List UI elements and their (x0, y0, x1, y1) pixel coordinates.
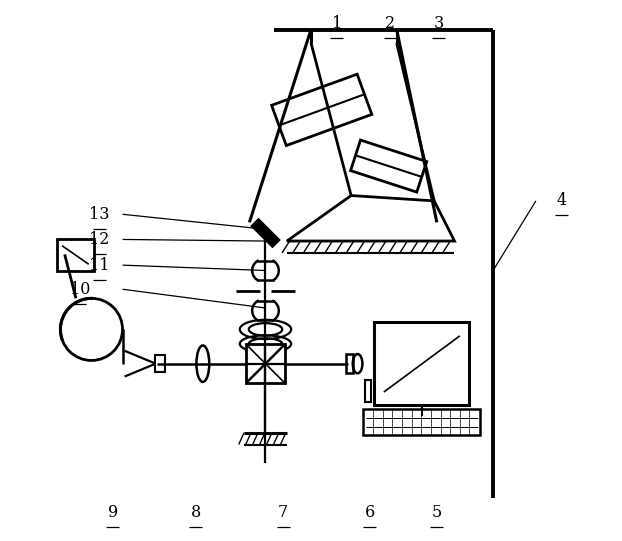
Text: 11: 11 (89, 256, 109, 274)
Text: 6: 6 (364, 504, 375, 521)
Text: 10: 10 (70, 281, 90, 298)
Text: 9: 9 (108, 504, 118, 521)
Bar (155, 355, 165, 372)
Text: 5: 5 (432, 504, 442, 521)
Text: 8: 8 (191, 504, 201, 521)
Bar (57, 240, 94, 270)
Bar (246, 345, 285, 383)
Bar (346, 354, 353, 373)
Text: 12: 12 (90, 231, 109, 248)
Text: 4: 4 (557, 193, 567, 209)
Text: 3: 3 (434, 15, 443, 31)
Bar (363, 408, 480, 436)
Bar (374, 322, 470, 405)
Text: 13: 13 (89, 206, 109, 223)
Text: 1: 1 (332, 15, 342, 31)
Text: 2: 2 (385, 15, 396, 31)
Text: 7: 7 (278, 504, 288, 521)
Bar (364, 380, 371, 401)
Polygon shape (252, 219, 279, 247)
